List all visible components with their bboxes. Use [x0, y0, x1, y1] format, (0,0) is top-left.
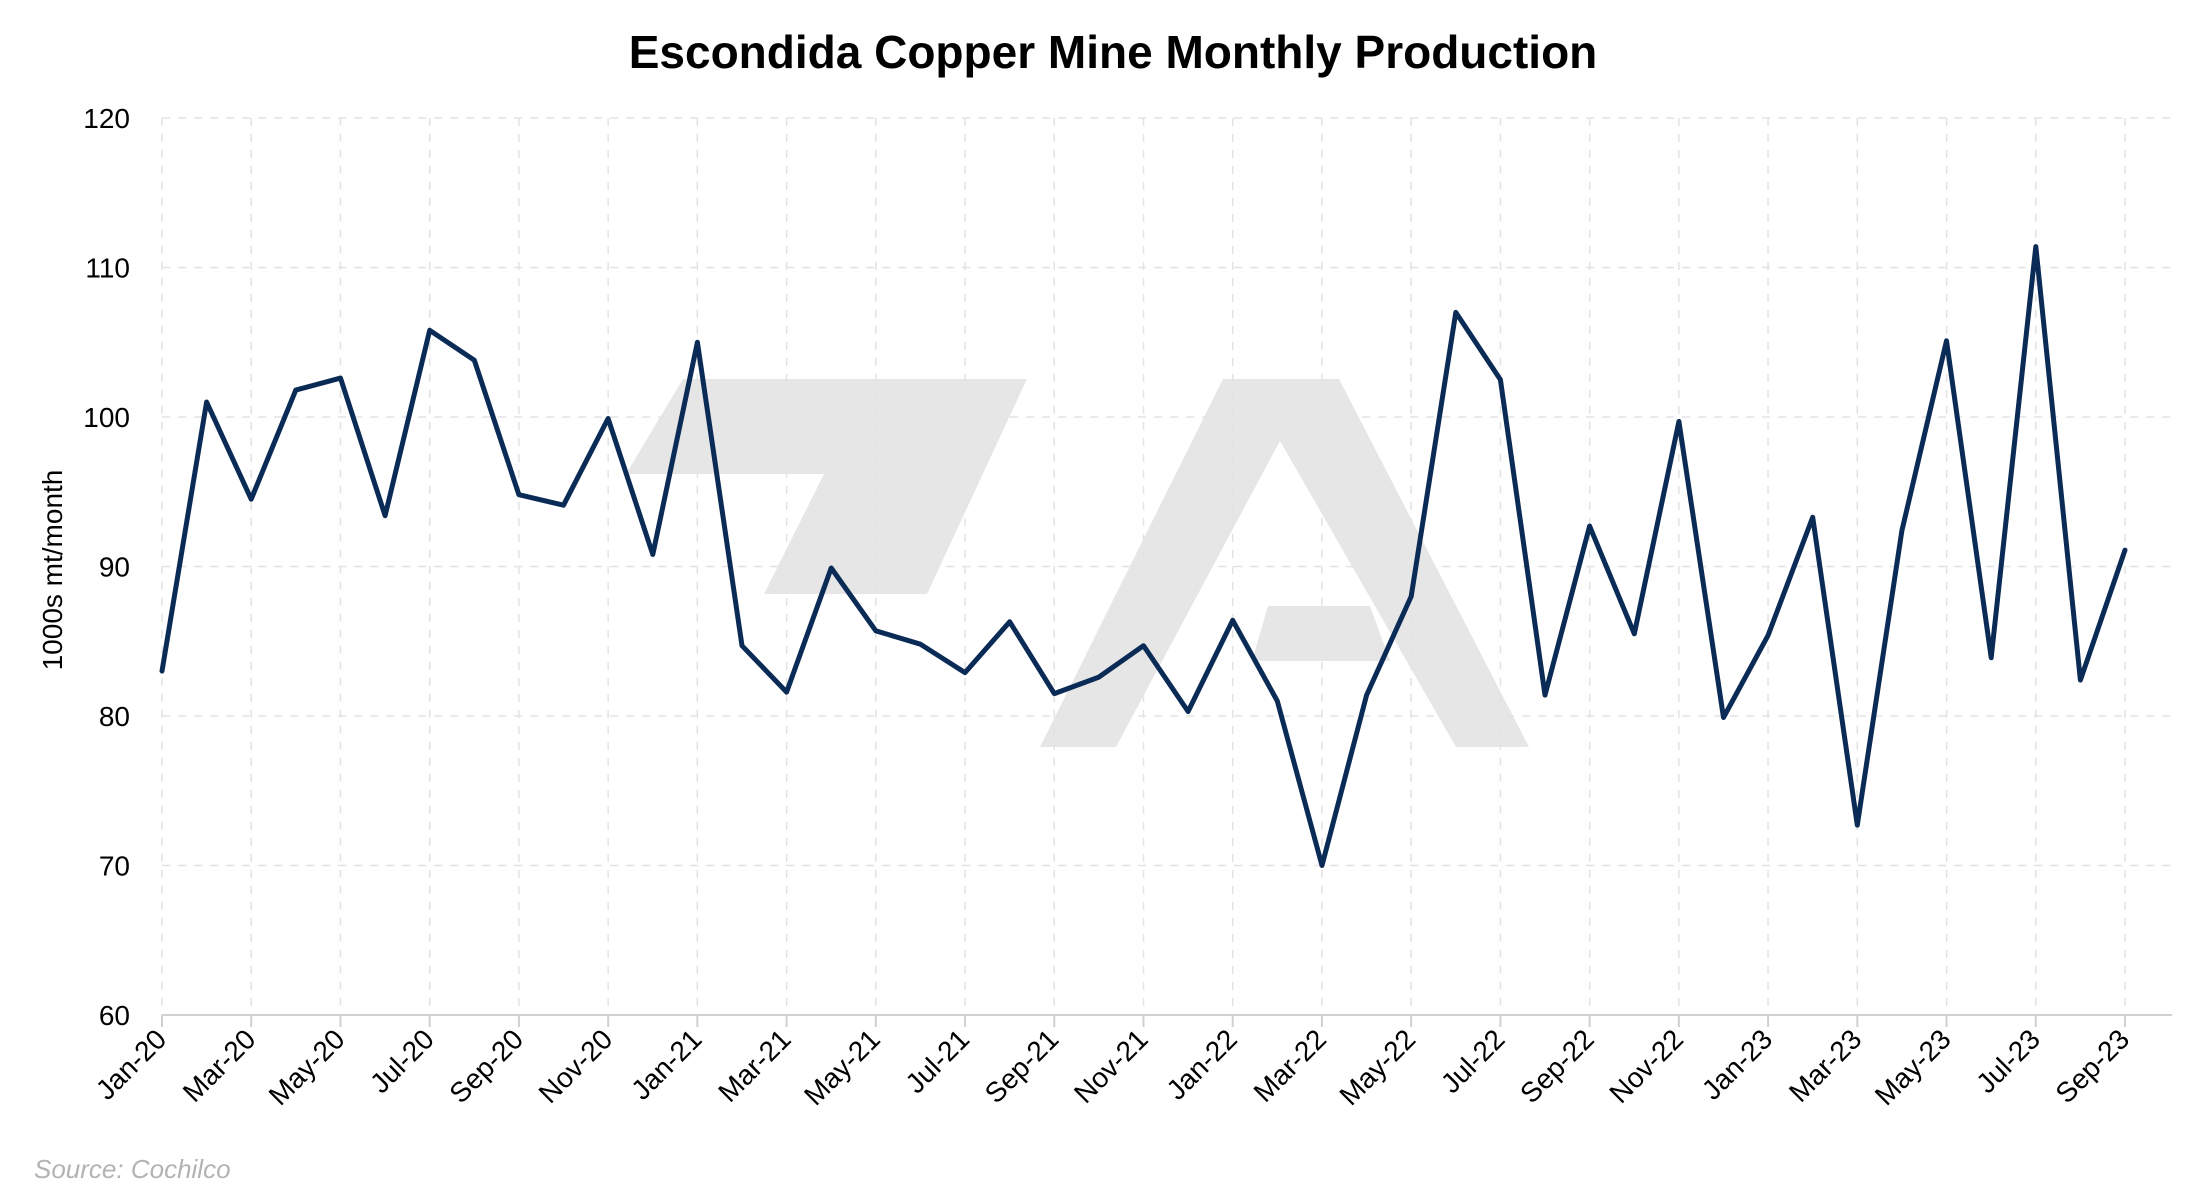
y-axis-label: 1000s mt/month: [37, 470, 68, 671]
grid-lines: [162, 117, 2172, 1015]
series-line: [159, 244, 2128, 868]
source-note: Source: Cochilco: [34, 1154, 231, 1184]
y-tick-label: 120: [83, 103, 130, 134]
y-axis-ticks: 60 70 80 90 100 110 120: [83, 103, 130, 1031]
watermark-logo: [626, 379, 1529, 747]
series-layer: [159, 244, 2128, 868]
y-tick-label: 90: [99, 552, 130, 583]
y-tick-label: 100: [83, 402, 130, 433]
y-tick-label: 60: [99, 1000, 130, 1031]
axes: [161, 118, 2172, 1016]
y-tick-label: 70: [99, 851, 130, 882]
chart-title: Escondida Copper Mine Monthly Production: [629, 26, 1598, 78]
y-tick-label: 110: [85, 253, 130, 284]
y-tick-label: 80: [99, 701, 130, 732]
